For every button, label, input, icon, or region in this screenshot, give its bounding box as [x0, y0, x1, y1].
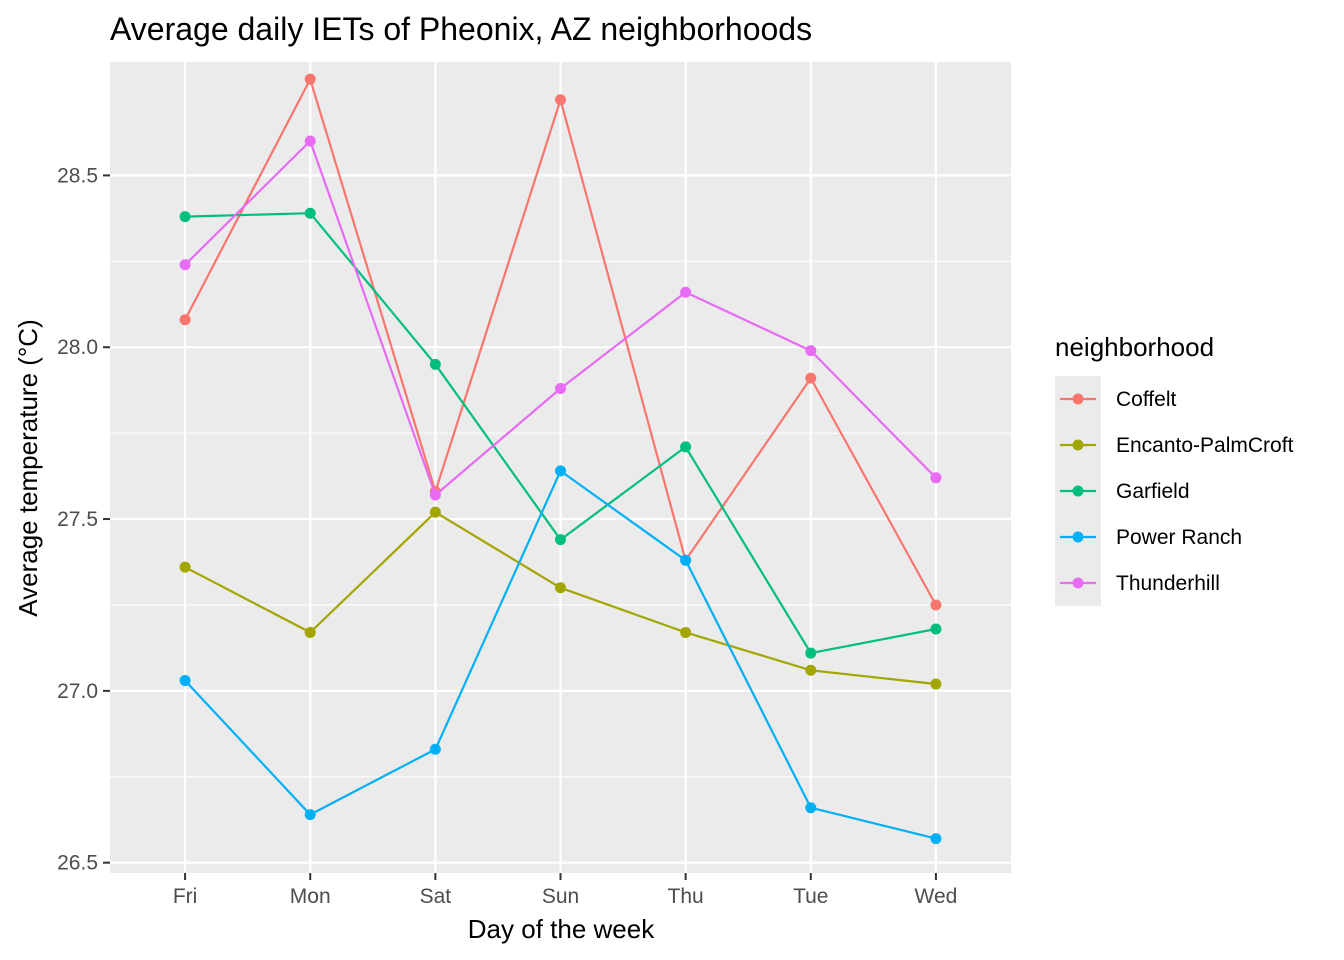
x-axis: Fri Mon Sat Sun Thu Tue Wed — [173, 873, 957, 908]
legend-item: Coffelt — [1055, 376, 1176, 422]
x-tick-label: Fri — [173, 885, 198, 908]
data-point — [555, 582, 566, 594]
data-point — [429, 489, 441, 501]
data-point — [179, 561, 191, 573]
data-point — [555, 94, 566, 106]
y-tick-label: 28.0 — [57, 336, 98, 359]
data-point — [304, 207, 316, 219]
data-point — [805, 345, 817, 357]
legend: neighborhood Coffelt Encanto-PalmCroft Gar… — [1055, 332, 1294, 606]
data-point — [680, 441, 692, 453]
x-tick-label: Sat — [420, 885, 452, 908]
series-garfield — [179, 207, 942, 659]
y-axis-title: Average temperature (°C) — [13, 319, 43, 617]
data-point — [805, 664, 817, 676]
x-tick-label: Wed — [915, 885, 958, 908]
data-point — [429, 358, 441, 370]
data-point — [930, 623, 942, 635]
data-point — [304, 135, 316, 147]
legend-item: Thunderhill — [1055, 560, 1220, 606]
data-point — [805, 647, 817, 659]
legend-key-point — [1072, 577, 1084, 589]
data-point — [179, 259, 191, 271]
series-encanto-palmcroft — [179, 506, 942, 690]
y-tick-label: 28.5 — [57, 164, 98, 187]
x-tick-label: Tue — [793, 885, 828, 908]
legend-key-point — [1072, 531, 1084, 543]
data-point — [429, 743, 441, 755]
data-point — [805, 372, 817, 384]
legend-label: Garfield — [1116, 480, 1190, 503]
data-point — [555, 382, 566, 394]
legend-item: Power Ranch — [1055, 514, 1242, 560]
y-tick-label: 27.5 — [57, 508, 98, 531]
legend-key-point — [1072, 485, 1084, 497]
y-tick-label: 27.0 — [57, 680, 98, 703]
data-point — [179, 314, 191, 326]
data-point — [680, 286, 692, 298]
x-tick-label: Mon — [290, 885, 331, 908]
data-point — [304, 809, 316, 821]
data-point — [930, 599, 942, 611]
series-layer — [179, 73, 942, 845]
legend-item: Garfield — [1055, 468, 1190, 514]
chart-title: Average daily IETs of Pheonix, AZ neighb… — [110, 11, 812, 47]
legend-item: Encanto-PalmCroft — [1055, 422, 1294, 468]
legend-label: Coffelt — [1116, 388, 1176, 411]
x-tick-label: Thu — [668, 885, 704, 908]
legend-label: Encanto-PalmCroft — [1116, 434, 1294, 457]
data-point — [930, 833, 942, 845]
data-point — [179, 211, 191, 223]
series-power-ranch — [179, 465, 942, 845]
x-axis-title: Day of the week — [468, 914, 655, 944]
data-point — [930, 472, 942, 484]
legend-label: Power Ranch — [1116, 526, 1242, 549]
data-point — [680, 626, 692, 638]
data-point — [429, 506, 441, 518]
data-point — [179, 675, 191, 687]
x-tick-label: Sun — [542, 885, 579, 908]
y-axis: 26.5 27.0 27.5 28.0 28.5 — [57, 164, 110, 875]
data-point — [304, 73, 316, 85]
legend-key-point — [1072, 393, 1084, 405]
data-point — [805, 802, 817, 814]
data-point — [555, 465, 566, 477]
legend-title: neighborhood — [1055, 332, 1214, 362]
legend-label: Thunderhill — [1116, 572, 1220, 595]
data-point — [555, 534, 566, 546]
series-thunderhill — [179, 135, 942, 501]
data-point — [930, 678, 942, 690]
y-tick-label: 26.5 — [57, 852, 98, 875]
data-point — [304, 626, 316, 638]
legend-key-point — [1072, 439, 1084, 451]
data-point — [680, 554, 692, 566]
